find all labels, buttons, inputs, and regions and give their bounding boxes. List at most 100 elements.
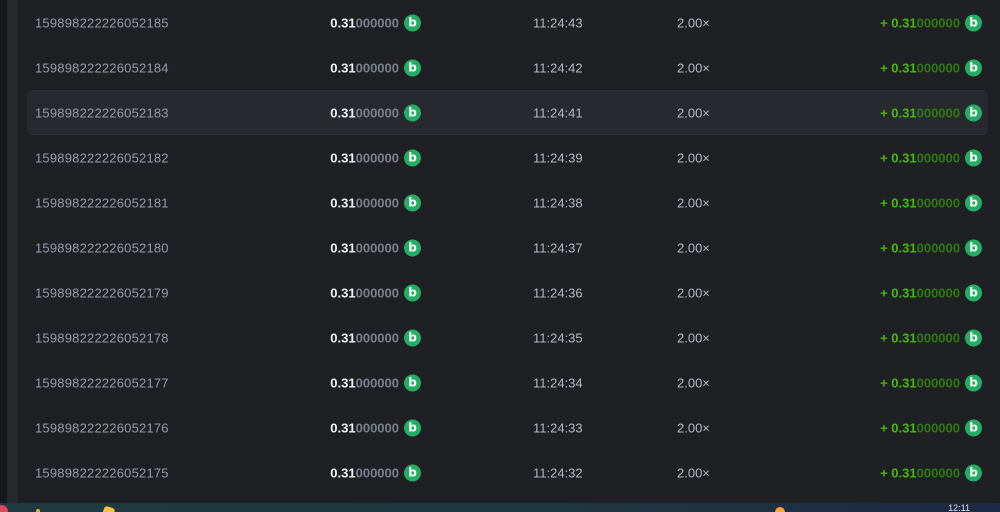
table-row[interactable]: 159898222226052175 0.31000000 b 11:24:32…: [0, 450, 1000, 495]
bet-time: 11:24:32: [533, 465, 583, 480]
coin-icon: b: [404, 419, 421, 436]
bet-id: 159898222226052175: [35, 465, 169, 480]
bet-time: 11:24:33: [533, 420, 583, 435]
taskbar-app-icon-yellow[interactable]: [101, 505, 116, 512]
coin-icon: b: [965, 374, 982, 391]
table-row[interactable]: 159898222226052183 0.31000000 b 11:24:41…: [0, 90, 1000, 135]
multiplier-value: 2.00×: [677, 465, 710, 480]
table-row[interactable]: 159898222226052180 0.31000000 b 11:24:37…: [0, 225, 1000, 270]
bet-amount-value: 0.31000000: [330, 285, 399, 300]
bet-time: 11:24:39: [533, 150, 583, 165]
payout-value: + 0.31000000: [880, 15, 960, 30]
left-scrollbar-track[interactable]: [7, 0, 18, 503]
bet-amount-value: 0.31000000: [330, 195, 399, 210]
table-row[interactable]: 159898222226052177 0.31000000 b 11:24:34…: [0, 360, 1000, 405]
coin-icon: b: [404, 464, 421, 481]
coin-icon: b: [404, 374, 421, 391]
payout-value: + 0.31000000: [880, 285, 960, 300]
coin-icon: b: [965, 464, 982, 481]
multiplier-value: 2.00×: [677, 105, 710, 120]
table-row[interactable]: 159898222226052185 0.31000000 b 11:24:43…: [0, 0, 1000, 45]
coin-icon: b: [965, 104, 982, 121]
multiplier-value: 2.00×: [677, 150, 710, 165]
bet-amount: 0.31000000 b: [330, 149, 421, 166]
table-row[interactable]: 159898222226052179 0.31000000 b 11:24:36…: [0, 270, 1000, 315]
multiplier-value: 2.00×: [677, 60, 710, 75]
payout: + 0.31000000 b: [880, 419, 982, 436]
bet-amount-value: 0.31000000: [330, 375, 399, 390]
coin-icon: b: [965, 194, 982, 211]
coin-icon: b: [965, 59, 982, 76]
payout: + 0.31000000 b: [880, 284, 982, 301]
payout-value: + 0.31000000: [880, 240, 960, 255]
bet-amount: 0.31000000 b: [330, 374, 421, 391]
bet-id: 159898222226052182: [35, 150, 169, 165]
bet-amount-value: 0.31000000: [330, 330, 399, 345]
taskbar-app-icon-red[interactable]: [0, 505, 8, 512]
coin-icon: b: [965, 284, 982, 301]
coin-icon: b: [965, 419, 982, 436]
multiplier-value: 2.00×: [677, 285, 710, 300]
payout: + 0.31000000 b: [880, 374, 982, 391]
coin-icon: b: [404, 329, 421, 346]
payout: + 0.31000000 b: [880, 239, 982, 256]
payout: + 0.31000000 b: [880, 329, 982, 346]
page-left-edge: [0, 0, 7, 503]
coin-icon: b: [404, 104, 421, 121]
payout-value: + 0.31000000: [880, 105, 960, 120]
coin-icon: b: [404, 59, 421, 76]
bet-amount: 0.31000000 b: [330, 329, 421, 346]
coin-icon: b: [404, 284, 421, 301]
bet-time: 11:24:42: [533, 60, 583, 75]
bet-amount-value: 0.31000000: [330, 240, 399, 255]
bet-time: 11:24:35: [533, 330, 583, 345]
bet-time: 11:24:37: [533, 240, 583, 255]
table-row[interactable]: 159898222226052178 0.31000000 b 11:24:35…: [0, 315, 1000, 360]
bet-id: 159898222226052181: [35, 195, 169, 210]
payout: + 0.31000000 b: [880, 104, 982, 121]
bet-amount: 0.31000000 b: [330, 14, 421, 31]
bet-time: 11:24:36: [533, 285, 583, 300]
coin-icon: b: [404, 194, 421, 211]
table-row[interactable]: 159898222226052184 0.31000000 b 11:24:42…: [0, 45, 1000, 90]
bet-id: 159898222226052177: [35, 375, 169, 390]
table-row[interactable]: 159898222226052181 0.31000000 b 11:24:38…: [0, 180, 1000, 225]
bet-time: 11:24:34: [533, 375, 583, 390]
bet-amount-value: 0.31000000: [330, 105, 399, 120]
bet-id: 159898222226052179: [35, 285, 169, 300]
bet-amount-value: 0.31000000: [330, 465, 399, 480]
multiplier-value: 2.00×: [677, 195, 710, 210]
coin-icon: b: [404, 149, 421, 166]
payout-value: + 0.31000000: [880, 195, 960, 210]
bet-id: 159898222226052183: [35, 105, 169, 120]
coin-icon: b: [404, 239, 421, 256]
taskbar-clock[interactable]: 12:11: [948, 503, 970, 512]
payout-value: + 0.31000000: [880, 60, 960, 75]
coin-icon: b: [965, 239, 982, 256]
taskbar-app-icon-orange[interactable]: [775, 507, 785, 512]
bet-amount: 0.31000000 b: [330, 194, 421, 211]
multiplier-value: 2.00×: [677, 375, 710, 390]
bet-amount: 0.31000000 b: [330, 104, 421, 121]
payout: + 0.31000000 b: [880, 14, 982, 31]
payout-value: + 0.31000000: [880, 375, 960, 390]
bet-id: 159898222226052185: [35, 15, 169, 30]
bet-id: 159898222226052178: [35, 330, 169, 345]
payout-value: + 0.31000000: [880, 420, 960, 435]
table-row[interactable]: 159898222226052176 0.31000000 b 11:24:33…: [0, 405, 1000, 450]
multiplier-value: 2.00×: [677, 420, 710, 435]
payout-value: + 0.31000000: [880, 465, 960, 480]
multiplier-value: 2.00×: [677, 240, 710, 255]
payout: + 0.31000000 b: [880, 149, 982, 166]
desktop-taskbar[interactable]: 12:11: [0, 503, 1000, 512]
bet-id: 159898222226052184: [35, 60, 169, 75]
coin-icon: b: [965, 14, 982, 31]
bet-time: 11:24:38: [533, 195, 583, 210]
bet-amount-value: 0.31000000: [330, 15, 399, 30]
bet-amount: 0.31000000 b: [330, 464, 421, 481]
bet-time: 11:24:41: [533, 105, 583, 120]
bet-amount: 0.31000000 b: [330, 284, 421, 301]
payout: + 0.31000000 b: [880, 194, 982, 211]
table-row[interactable]: 159898222226052182 0.31000000 b 11:24:39…: [0, 135, 1000, 180]
